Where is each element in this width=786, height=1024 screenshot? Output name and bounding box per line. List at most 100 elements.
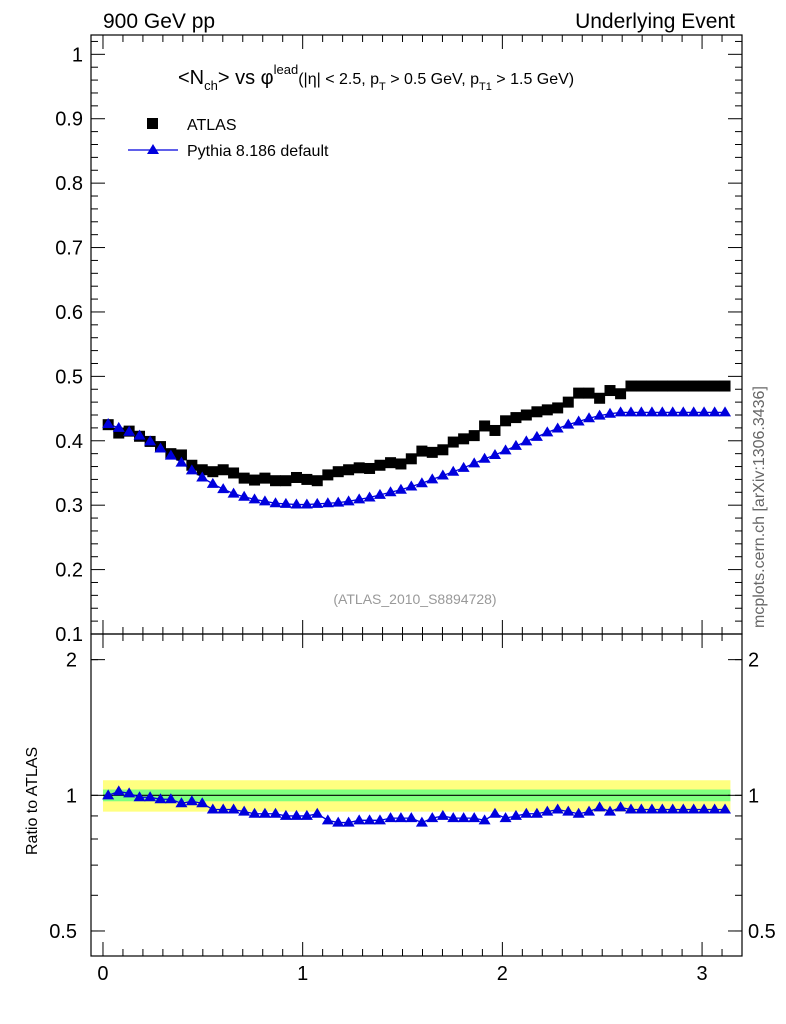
ratio-data-point xyxy=(321,814,334,825)
pythia-data-point xyxy=(279,497,292,508)
pythia-data-point xyxy=(645,406,658,417)
pythia-data-point xyxy=(384,486,397,497)
pythia-data-point xyxy=(530,430,543,441)
y-tick-label: 0.9 xyxy=(55,109,83,131)
atlas-data-point xyxy=(667,380,679,392)
atlas-data-point xyxy=(238,472,250,484)
ratio-y-axis: 0.5 0.5 1 1 2 2 xyxy=(49,650,776,943)
atlas-data-point xyxy=(290,471,302,483)
ratio-data-point xyxy=(719,803,732,814)
atlas-data-point xyxy=(479,420,491,432)
x-tick-label: 1 xyxy=(297,963,308,985)
ratio-data-point xyxy=(102,789,115,800)
pythia-data-point xyxy=(112,421,125,432)
legend-marker-pythia xyxy=(147,144,159,154)
atlas-data-point xyxy=(395,458,407,470)
ratio-data-point xyxy=(123,787,136,798)
y-tick-label: 0.3 xyxy=(55,495,83,517)
ratio-data-point xyxy=(698,803,711,814)
atlas-data-point xyxy=(385,457,397,469)
atlas-data-point xyxy=(217,464,229,476)
atlas-data-point xyxy=(322,469,334,481)
ratio-data-point xyxy=(394,812,407,823)
pythia-data-point xyxy=(342,495,355,506)
atlas-data-point xyxy=(405,453,417,465)
pythia-data-point xyxy=(572,415,585,426)
x-tick-label: 2 xyxy=(497,963,508,985)
ratio-x-axis: 0 1 2 3 xyxy=(97,634,723,985)
title-cuts-b: > 0.5 GeV, p xyxy=(386,71,479,88)
pythia-data-point xyxy=(583,412,596,423)
ratio-data-point xyxy=(133,791,146,802)
ratio-data-point xyxy=(457,812,470,823)
atlas-data-point xyxy=(374,459,386,471)
ratio-data-point xyxy=(112,785,125,796)
atlas-data-point xyxy=(280,475,292,487)
ratio-data-point xyxy=(415,816,428,827)
pythia-data-point xyxy=(593,409,606,420)
atlas-data-point xyxy=(583,387,595,399)
pythia-data-point xyxy=(363,491,376,502)
ratio-data-point xyxy=(196,797,209,808)
atlas-data-point xyxy=(437,444,449,456)
pythia-data-point xyxy=(509,439,522,450)
ratio-data-point xyxy=(164,793,177,804)
atlas-data-point xyxy=(458,433,470,445)
pythia-data-point xyxy=(604,407,617,418)
ratio-data-point xyxy=(541,805,554,816)
atlas-data-point xyxy=(688,380,700,392)
pythia-data-point xyxy=(698,406,711,417)
chart-title: <Nch> vs φlead(|η| < 2.5, pT > 0.5 GeV, … xyxy=(178,62,574,93)
main-x-ticks xyxy=(102,35,723,634)
y-tick-label: 0.6 xyxy=(55,302,83,324)
atlas-data-point xyxy=(249,474,261,486)
atlas-data-point xyxy=(353,462,365,474)
atlas-data-point xyxy=(719,380,731,392)
atlas-data-point xyxy=(552,402,564,414)
pythia-data-point xyxy=(426,473,439,484)
atlas-data-point xyxy=(426,446,438,458)
ratio-y-tick-label: 2 xyxy=(66,650,77,672)
pythia-data-point xyxy=(206,477,219,488)
side-credit-label: mcplots.cern.ch [arXiv:1306.3436] xyxy=(751,386,768,628)
pythia-data-point xyxy=(562,418,575,429)
atlas-data-point xyxy=(635,380,647,392)
y-tick-label: 0.5 xyxy=(55,366,83,388)
pythia-data-point xyxy=(394,483,407,494)
pythia-data-point xyxy=(708,406,721,417)
ratio-data-point xyxy=(530,807,543,818)
atlas-data-point xyxy=(311,475,323,487)
atlas-data-point xyxy=(510,412,522,424)
atlas-data-point xyxy=(615,388,627,400)
pythia-data-point xyxy=(468,457,481,468)
ratio-data-point xyxy=(426,812,439,823)
pythia-data-point xyxy=(719,406,732,417)
ratio-data-point xyxy=(405,812,418,823)
pythia-data-point xyxy=(144,435,157,446)
ratio-data-point xyxy=(227,803,240,814)
ratio-data-point xyxy=(509,809,522,820)
pythia-data-point xyxy=(300,498,313,509)
atlas-data-point xyxy=(520,409,532,421)
ratio-data-point xyxy=(624,803,637,814)
pythia-data-point xyxy=(436,469,449,480)
pythia-data-point xyxy=(488,448,501,459)
header-right-label: Underlying Event xyxy=(575,10,735,33)
ratio-y-tick-label-right: 1 xyxy=(748,785,759,807)
ratio-data-point xyxy=(604,805,617,816)
atlas-data-point xyxy=(447,436,459,448)
atlas-data-point xyxy=(207,466,219,478)
ratio-y-tick-label-right: 0.5 xyxy=(748,921,776,943)
atlas-data-point xyxy=(698,380,710,392)
ratio-data-point xyxy=(248,807,261,818)
ratio-data-point xyxy=(447,812,460,823)
ratio-data-point xyxy=(635,803,648,814)
y-tick-label: 0.7 xyxy=(55,238,83,260)
pythia-data-point xyxy=(164,449,177,460)
title-sub-t1: T1 xyxy=(479,81,492,93)
ratio-data-point xyxy=(363,814,376,825)
pythia-data-point xyxy=(154,442,167,453)
atlas-data-point xyxy=(196,464,208,476)
atlas-data-point xyxy=(489,424,501,436)
